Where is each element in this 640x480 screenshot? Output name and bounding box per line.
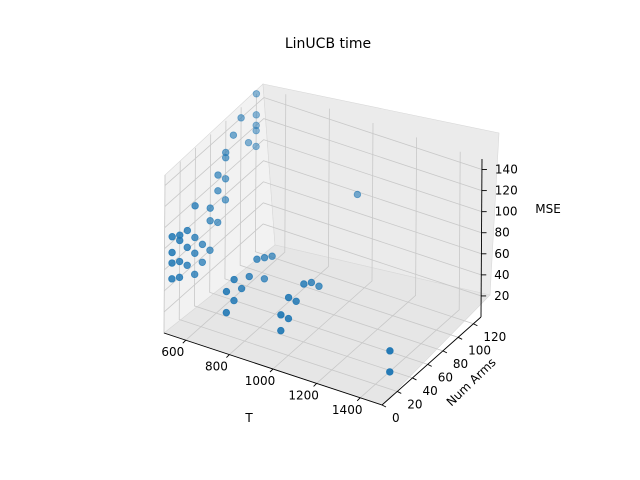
data-point [214,171,222,179]
z-grid-line [164,160,482,250]
data-point [307,278,316,287]
z-tick-label: 20 [494,289,509,303]
z-tick-label: 120 [495,184,518,198]
z-axis-line [480,158,483,318]
data-point [183,243,191,252]
data-point [252,142,260,151]
z-grid-line [164,118,482,207]
x-axis-label: T [244,411,253,425]
data-point [175,257,184,266]
x-tick [356,397,361,402]
data-point [214,187,222,195]
y-tick-label: 60 [438,370,453,384]
data-point [191,233,199,242]
x-tick [269,368,274,373]
z-tick-label: 140 [495,163,518,177]
x-tick-label: 1400 [332,403,363,417]
data-point [206,204,214,212]
z-grid-line [164,97,483,186]
x-tick [313,383,317,387]
z-tick-label: 80 [495,226,510,240]
data-point [222,287,231,296]
data-point [191,249,199,257]
y-tick-label: 100 [468,343,491,357]
data-point [221,175,230,183]
data-point [190,270,199,279]
data-point [214,218,222,227]
data-point [277,326,285,335]
x-tick [226,354,230,358]
y-tick-label: 40 [422,384,437,398]
y-tick [381,404,387,408]
y-tick-label: 80 [453,357,468,371]
data-point [300,280,308,288]
z-tick-label: 60 [494,247,509,261]
data-point [237,284,246,293]
data-point [292,297,300,305]
data-point [386,368,394,376]
data-point [183,261,191,269]
y-axis-line [381,316,482,406]
axes: 6008001000120014000204060801001202040608… [161,158,518,425]
data-point [191,202,199,210]
data-point [168,259,176,267]
data-point [237,114,245,122]
data-point [206,246,214,254]
data-point [386,347,394,355]
data-point [222,148,230,157]
data-point [222,308,231,317]
data-point [168,232,176,241]
x-tick-label: 1200 [288,388,319,402]
data-point [315,282,323,290]
y-tick-label: 20 [407,397,422,411]
data-point [252,111,260,119]
y-tick-label: 0 [392,411,400,425]
y-tick [442,350,448,354]
data-point [353,190,362,199]
data-point [284,293,293,302]
data-point [252,90,261,98]
y-tick [397,391,402,394]
data-point [206,217,214,225]
chart-title: LinUCB time [285,36,371,52]
y-tick [427,363,432,367]
data-point [277,311,285,319]
y-tick-label: 120 [483,330,506,344]
data-point [245,272,253,281]
x-tick-label: 600 [161,345,184,359]
data-point [268,252,276,260]
data-point [198,258,207,266]
data-point [244,138,253,147]
data-point [260,275,269,283]
data-point [221,196,230,204]
z-grid-line [163,223,482,313]
z-tick-label: 100 [495,205,518,219]
y-tick [457,336,463,340]
data-point [252,126,260,135]
x-tick-label: 800 [205,360,228,374]
data-point [175,273,184,282]
data-point [168,248,176,257]
data-point [253,255,261,263]
data-point [229,131,238,139]
z-axis-label: MSE [535,202,561,216]
y-tick [412,377,417,381]
data-point [260,254,269,262]
z-grid-line [164,181,482,271]
data-point [168,275,176,283]
data-point [198,240,207,249]
x-tick [182,339,187,344]
z-tick-label: 40 [494,268,509,282]
data-points [168,90,394,376]
data-point [230,275,238,284]
data-point [284,314,293,323]
y-tick [473,323,478,327]
data-point [230,296,238,305]
z-grid-line [164,202,482,292]
z-grid-line [164,139,482,228]
data-point [183,226,192,235]
x-tick-label: 1000 [245,374,276,388]
data-point [176,231,184,239]
